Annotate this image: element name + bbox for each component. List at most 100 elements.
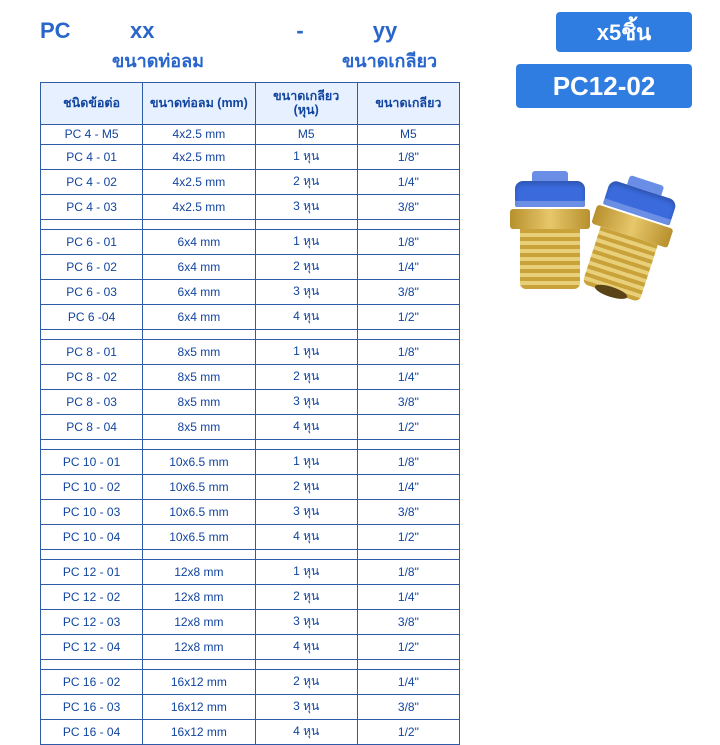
table-cell: 3 หุน xyxy=(255,389,357,414)
table-spacer xyxy=(41,659,460,669)
table-row: PC 8 - 028x5 mm2 หุน1/4" xyxy=(41,364,460,389)
table-cell: 10x6.5 mm xyxy=(143,449,255,474)
table-row: PC 12 - 0312x8 mm3 หุน3/8" xyxy=(41,609,460,634)
table-cell: 16x12 mm xyxy=(143,669,255,694)
table-row: PC 4 - M54x2.5 mmM5M5 xyxy=(41,124,460,144)
table-cell: 3 หุน xyxy=(255,694,357,719)
table-row: PC 12 - 0412x8 mm4 หุน1/2" xyxy=(41,634,460,659)
table-cell: PC 6 - 01 xyxy=(41,229,143,254)
table-cell: 1 หุน xyxy=(255,559,357,584)
table-cell: 8x5 mm xyxy=(143,364,255,389)
table-cell: PC 6 -04 xyxy=(41,304,143,329)
table-row: PC 4 - 034x2.5 mm3 หุน3/8" xyxy=(41,194,460,219)
table-cell: PC 16 - 03 xyxy=(41,694,143,719)
table-cell: 4x2.5 mm xyxy=(143,144,255,169)
table-cell: 12x8 mm xyxy=(143,559,255,584)
table-cell: 1/2" xyxy=(357,414,459,439)
table-cell: PC 4 - 03 xyxy=(41,194,143,219)
th-0: ชนิดข้อต่อ xyxy=(41,83,143,125)
table-cell: 3/8" xyxy=(357,609,459,634)
table-row: PC 6 -046x4 mm4 หุน1/2" xyxy=(41,304,460,329)
table-spacer xyxy=(41,549,460,559)
table-cell: 1/4" xyxy=(357,474,459,499)
table-cell: PC 10 - 03 xyxy=(41,499,143,524)
table-cell: 1 หุน xyxy=(255,144,357,169)
table-cell: 1 หุน xyxy=(255,339,357,364)
table-row: PC 6 - 036x4 mm3 หุน3/8" xyxy=(41,279,460,304)
sub-xx: ขนาดท่อลม xyxy=(112,46,272,75)
table-cell: PC 12 - 02 xyxy=(41,584,143,609)
table-cell: 3/8" xyxy=(357,194,459,219)
table-cell: 1/2" xyxy=(357,634,459,659)
table-cell: 1/8" xyxy=(357,339,459,364)
table-row: PC 8 - 048x5 mm4 หุน1/2" xyxy=(41,414,460,439)
table-cell: 4x2.5 mm xyxy=(143,124,255,144)
table-row: PC 10 - 0210x6.5 mm2 หุน1/4" xyxy=(41,474,460,499)
table-row: PC 6 - 026x4 mm2 หุน1/4" xyxy=(41,254,460,279)
table-cell: 4x2.5 mm xyxy=(143,194,255,219)
sub-yy: ขนาดเกลียว xyxy=(342,46,482,75)
table-cell: PC 12 - 04 xyxy=(41,634,143,659)
table-cell: 4 หุน xyxy=(255,719,357,744)
table-cell: 1/4" xyxy=(357,669,459,694)
table-cell: 4x2.5 mm xyxy=(143,169,255,194)
table-cell: PC 10 - 02 xyxy=(41,474,143,499)
table-cell: 1/8" xyxy=(357,449,459,474)
table-cell: PC 16 - 04 xyxy=(41,719,143,744)
table-cell: 3 หุน xyxy=(255,499,357,524)
table-cell: 1 หุน xyxy=(255,229,357,254)
table-cell: PC 12 - 01 xyxy=(41,559,143,584)
table-cell: 4 หุน xyxy=(255,634,357,659)
table-cell: 2 หุน xyxy=(255,169,357,194)
table-cell: PC 6 - 02 xyxy=(41,254,143,279)
table-cell: 4 หุน xyxy=(255,414,357,439)
table-cell: PC 8 - 03 xyxy=(41,389,143,414)
spec-table-wrap: ชนิดข้อต่อ ขนาดท่อลม (mm) ขนาดเกลียว (หุ… xyxy=(40,82,460,745)
table-cell: 3/8" xyxy=(357,499,459,524)
table-row: PC 6 - 016x4 mm1 หุน1/8" xyxy=(41,229,460,254)
table-cell: 2 หุน xyxy=(255,669,357,694)
model-badge: PC12-02 xyxy=(516,64,692,108)
product-image xyxy=(490,130,700,340)
header-pc: PC xyxy=(40,18,130,44)
table-cell: 10x6.5 mm xyxy=(143,474,255,499)
table-cell: PC 12 - 03 xyxy=(41,609,143,634)
table-cell: M5 xyxy=(357,124,459,144)
header-xx: xx xyxy=(130,18,270,44)
table-row: PC 16 - 0316x12 mm3 หุน3/8" xyxy=(41,694,460,719)
table-cell: PC 4 - 01 xyxy=(41,144,143,169)
th-1: ขนาดท่อลม (mm) xyxy=(143,83,255,125)
table-cell: 16x12 mm xyxy=(143,719,255,744)
header-yy: yy xyxy=(330,18,440,44)
table-cell: 3 หุน xyxy=(255,279,357,304)
table-cell: 12x8 mm xyxy=(143,609,255,634)
qty-badge: x5ชิ้น xyxy=(556,12,692,52)
header-dash: - xyxy=(270,18,330,44)
table-spacer xyxy=(41,439,460,449)
table-cell: 1 หุน xyxy=(255,449,357,474)
table-cell: 1/2" xyxy=(357,719,459,744)
th-3: ขนาดเกลียว xyxy=(357,83,459,125)
table-cell: PC 8 - 01 xyxy=(41,339,143,364)
fitting-icon xyxy=(505,181,595,289)
table-cell: PC 10 - 04 xyxy=(41,524,143,549)
table-row: PC 8 - 018x5 mm1 หุน1/8" xyxy=(41,339,460,364)
table-cell: PC 10 - 01 xyxy=(41,449,143,474)
table-cell: 1/8" xyxy=(357,559,459,584)
table-cell: 6x4 mm xyxy=(143,304,255,329)
table-cell: 1/2" xyxy=(357,304,459,329)
table-cell: 2 หุน xyxy=(255,584,357,609)
table-cell: 12x8 mm xyxy=(143,584,255,609)
table-cell: PC 16 - 02 xyxy=(41,669,143,694)
table-spacer xyxy=(41,329,460,339)
formula-header: PC xx - yy xyxy=(40,18,440,44)
table-header-row: ชนิดข้อต่อ ขนาดท่อลม (mm) ขนาดเกลียว (หุ… xyxy=(41,83,460,125)
table-cell: 8x5 mm xyxy=(143,389,255,414)
table-row: PC 8 - 038x5 mm3 หุน3/8" xyxy=(41,389,460,414)
table-row: PC 12 - 0112x8 mm1 หุน1/8" xyxy=(41,559,460,584)
table-cell: 8x5 mm xyxy=(143,339,255,364)
table-cell: 2 หุน xyxy=(255,254,357,279)
table-row: PC 4 - 014x2.5 mm1 หุน1/8" xyxy=(41,144,460,169)
table-cell: 1/4" xyxy=(357,584,459,609)
table-cell: PC 8 - 02 xyxy=(41,364,143,389)
